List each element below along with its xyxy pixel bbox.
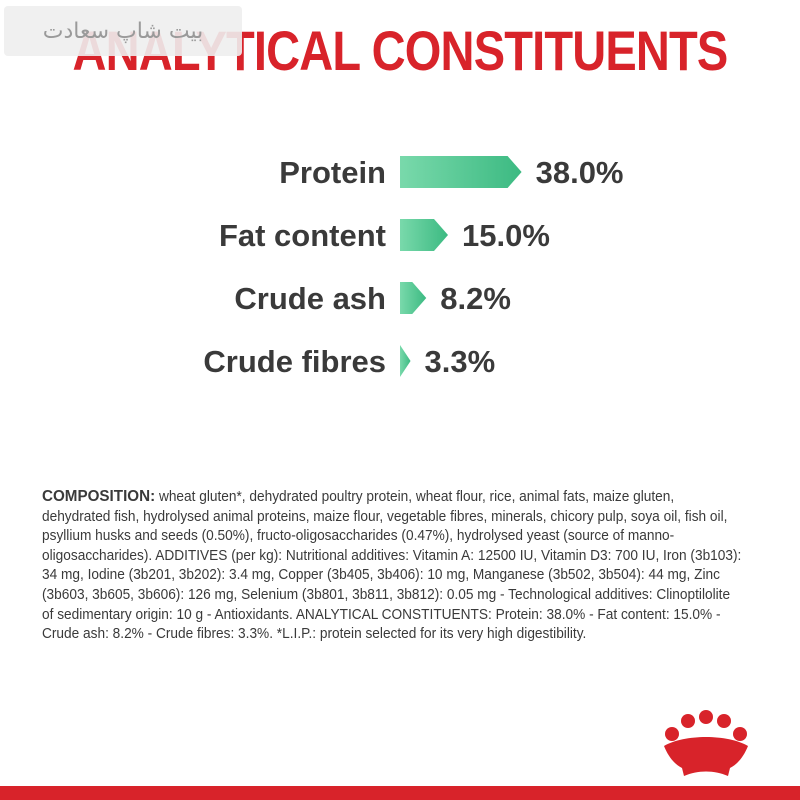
composition-text: COMPOSITION: wheat gluten*, dehydrated p… <box>42 487 745 645</box>
category-label-protein: Protein <box>279 155 386 190</box>
royal-crown-icon <box>664 710 748 776</box>
value-label-crude-ash: 8.2% <box>440 281 511 316</box>
footer-bar <box>0 786 800 800</box>
value-label-protein: 38.0% <box>536 155 624 190</box>
category-label-fat-content: Fat content <box>219 218 386 253</box>
bar-protein <box>400 156 522 188</box>
bar-fat-content <box>400 219 448 251</box>
composition-label: COMPOSITION: <box>42 488 156 505</box>
bar-crude-ash <box>400 282 427 314</box>
watermark-badge: بیت شاپ سعادت <box>4 6 242 56</box>
category-label-crude-fibres: Crude fibres <box>203 344 386 379</box>
value-label-crude-fibres: 3.3% <box>425 344 496 379</box>
value-label-fat-content: 15.0% <box>462 218 550 253</box>
analytical-constituents-chart: Protein 38.0% Fat content 15.0% Crude ash 8.2… <box>203 155 624 379</box>
category-label-crude-ash: Crude ash <box>234 281 386 316</box>
bar-crude-fibres <box>400 345 411 377</box>
composition-body: wheat gluten*, dehydrated poultry protei… <box>42 489 742 643</box>
